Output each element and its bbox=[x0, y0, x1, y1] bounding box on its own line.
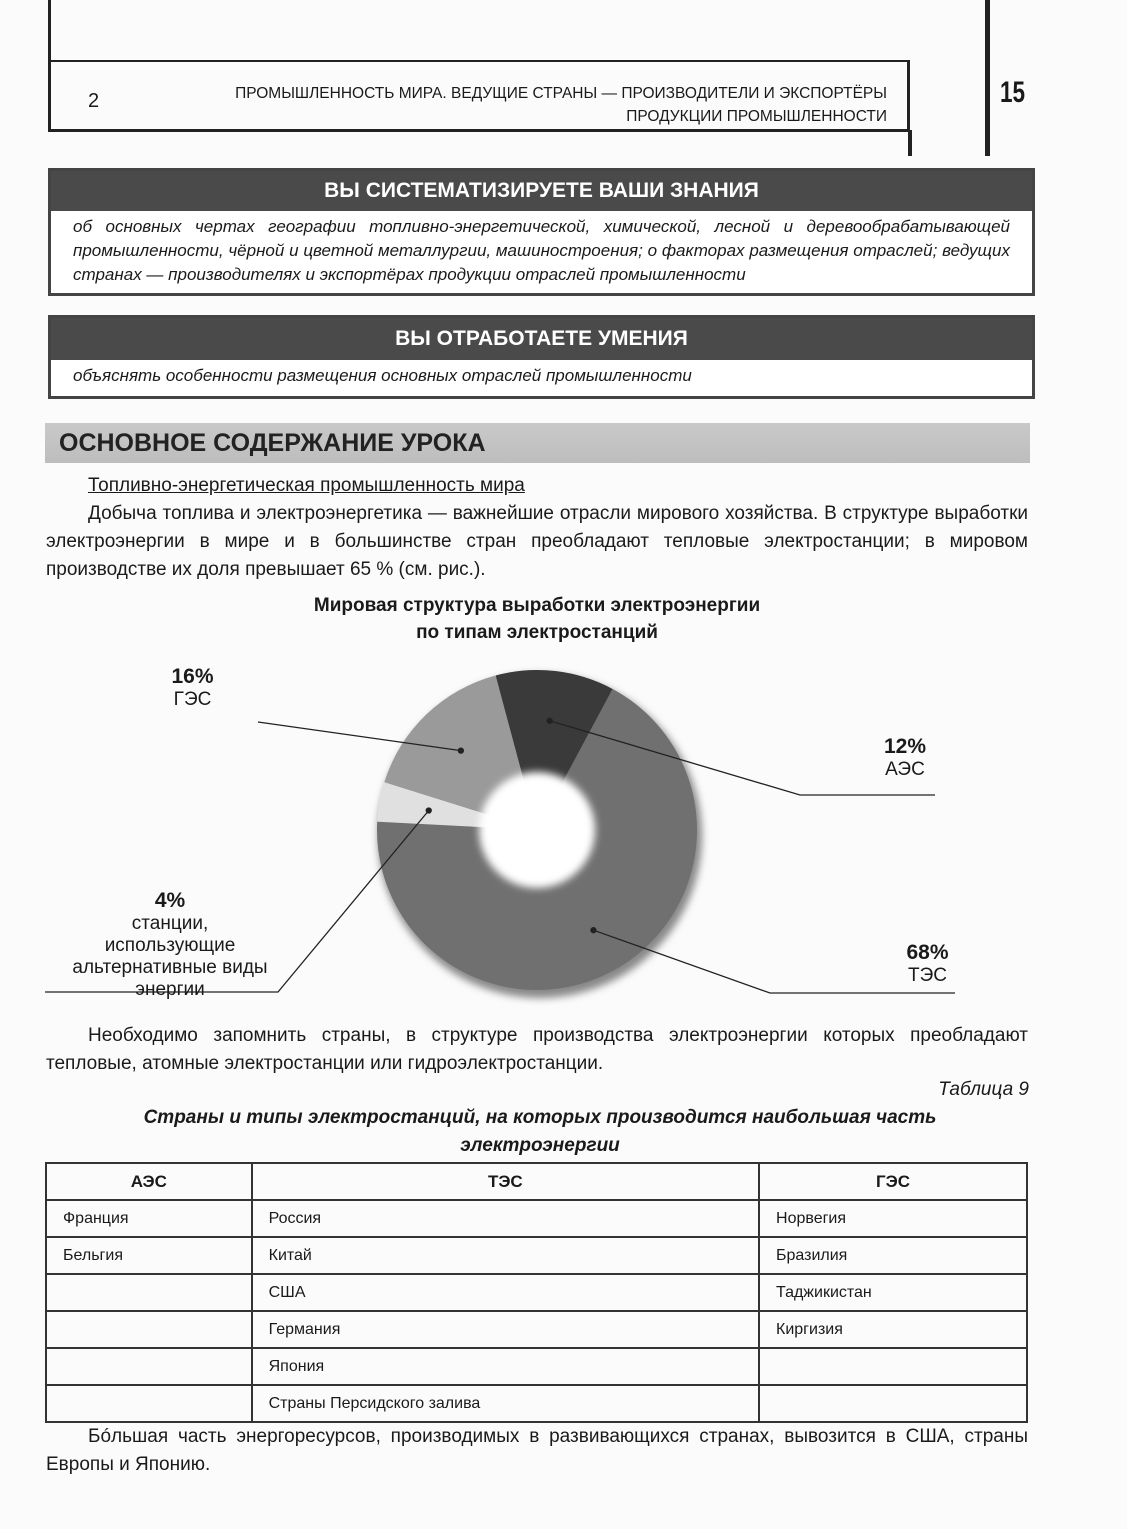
leader-line bbox=[593, 929, 955, 994]
table-cell bbox=[758, 1347, 1028, 1386]
table-cell bbox=[758, 1384, 1028, 1423]
table-cell: Япония bbox=[250, 1347, 761, 1386]
table-cell: Бельгия bbox=[45, 1236, 253, 1275]
label-ges: 16% ГЭС bbox=[150, 666, 235, 711]
slice-label: АЭС bbox=[885, 759, 925, 780]
chapter-number: 2 bbox=[88, 90, 100, 112]
chart-title-line: по типам электростанций bbox=[416, 622, 658, 643]
section-title: ВЫ ОТРАБОТАЕТЕ УМЕНИЯ bbox=[51, 318, 1032, 360]
table-row: Страны Персидского залива bbox=[45, 1384, 1028, 1423]
chapter-title-line: ПРОМЫШЛЕННОСТЬ МИРА. ВЕДУЩИЕ СТРАНЫ — ПР… bbox=[235, 85, 887, 102]
table-cell: Китай bbox=[250, 1236, 761, 1275]
leader-dot bbox=[546, 717, 553, 724]
label-aes: 12% АЭС bbox=[865, 736, 945, 781]
donut-slice bbox=[495, 670, 613, 830]
label-alt: 4% станции, использующие альтернативные в… bbox=[40, 890, 300, 1001]
table-caption-number: Таблица 9 bbox=[938, 1079, 1029, 1100]
table-cell: Франция bbox=[45, 1199, 253, 1238]
table-header-row: АЭС ТЭС ГЭС bbox=[45, 1162, 1028, 1201]
column-header: АЭС bbox=[45, 1162, 253, 1201]
table-cell: Киргизия bbox=[758, 1310, 1028, 1349]
slice-value: 4% bbox=[154, 889, 186, 912]
leader-dot bbox=[457, 747, 465, 754]
chapter-title: ПРОМЫШЛЕННОСТЬ МИРА. ВЕДУЩИЕ СТРАНЫ — ПР… bbox=[127, 82, 887, 128]
leader-line bbox=[45, 810, 430, 993]
table-row: США Таджикистан bbox=[45, 1273, 1028, 1312]
table-row: Германия Киргизия bbox=[45, 1310, 1028, 1349]
table-cell: Россия bbox=[250, 1199, 761, 1238]
page-number: 15 bbox=[1000, 76, 1026, 109]
chapter-title-line: ПРОДУКЦИИ ПРОМЫШЛЕННОСТИ bbox=[626, 108, 887, 125]
donut-hole bbox=[479, 772, 595, 888]
column-header: ГЭС bbox=[758, 1162, 1028, 1201]
section-title: ВЫ СИСТЕМАТИЗИРУЕТЕ ВАШИ ЗНАНИЯ bbox=[51, 171, 1032, 211]
leader-line bbox=[549, 720, 935, 796]
section-text: объяснять особенности размещения основны… bbox=[73, 366, 692, 385]
table-cell: Норвегия bbox=[758, 1199, 1028, 1238]
slice-value: 16% bbox=[171, 665, 214, 688]
table-row: Франция Россия Норвегия bbox=[45, 1199, 1028, 1238]
lesson-banner: ОСНОВНОЕ СОДЕРЖАНИЕ УРОКА bbox=[45, 423, 1030, 463]
paragraph: Добыча топлива и электроэнергетика — важ… bbox=[46, 503, 1028, 580]
table-cell: Таджикистан bbox=[758, 1273, 1028, 1312]
subheading: Топливно-энергетическая промышленность м… bbox=[46, 472, 1028, 500]
table-cell: США bbox=[250, 1273, 761, 1312]
header-box bbox=[48, 60, 910, 132]
label-tes: 68% ТЭС bbox=[890, 942, 965, 987]
leader-dot bbox=[425, 807, 432, 814]
table-cell: Страны Персидского залива bbox=[250, 1384, 761, 1423]
table-cell: Бразилия bbox=[758, 1236, 1028, 1275]
subheading-text: Топливно-энергетическая промышленность м… bbox=[88, 475, 525, 496]
page-edge-rule bbox=[985, 0, 990, 156]
table-cell bbox=[45, 1347, 253, 1386]
paragraph: Необходимо запомнить страны, в структуре… bbox=[46, 1025, 1028, 1074]
table-title: Страны и типы электростанций, на которых… bbox=[143, 1107, 937, 1156]
knowledge-section: ВЫ СИСТЕМАТИЗИРУЕТЕ ВАШИ ЗНАНИЯ об основ… bbox=[48, 168, 1035, 296]
section-text: об основных чертах географии топливно-эн… bbox=[73, 217, 1010, 284]
chart-title: Мировая структура выработки электроэнерг… bbox=[0, 592, 1074, 646]
power-stations-table: АЭС ТЭС ГЭС Франция Россия Норвегия Бельгия… bbox=[45, 1162, 1028, 1423]
table-row: Бельгия Китай Бразилия bbox=[45, 1236, 1028, 1275]
slice-label: ТЭС bbox=[908, 965, 947, 986]
slice-value: 12% bbox=[883, 735, 927, 758]
table-cell bbox=[45, 1273, 253, 1312]
leader-line bbox=[257, 721, 461, 752]
slice-label: станции, использующие альтернативные вид… bbox=[72, 913, 268, 1000]
header-rule bbox=[48, 0, 51, 62]
skills-section: ВЫ ОТРАБОТАЕТЕ УМЕНИЯ объяснять особенно… bbox=[48, 315, 1035, 399]
table-row: Япония bbox=[45, 1347, 1028, 1386]
table-cell bbox=[45, 1310, 253, 1349]
paragraph: Бóльшая часть энергоресурсов, производим… bbox=[46, 1426, 1028, 1475]
table-cell: Германия bbox=[250, 1310, 761, 1349]
banner-title: ОСНОВНОЕ СОДЕРЖАНИЕ УРОКА bbox=[59, 429, 486, 457]
table-cell bbox=[45, 1384, 253, 1423]
leader-dot bbox=[590, 927, 597, 934]
slice-value: 68% bbox=[906, 941, 949, 964]
slice-label: ГЭС bbox=[173, 689, 212, 710]
column-header: ТЭС bbox=[250, 1162, 761, 1201]
chart-title-line: Мировая структура выработки электроэнерг… bbox=[313, 595, 761, 616]
header-rule bbox=[908, 130, 912, 156]
